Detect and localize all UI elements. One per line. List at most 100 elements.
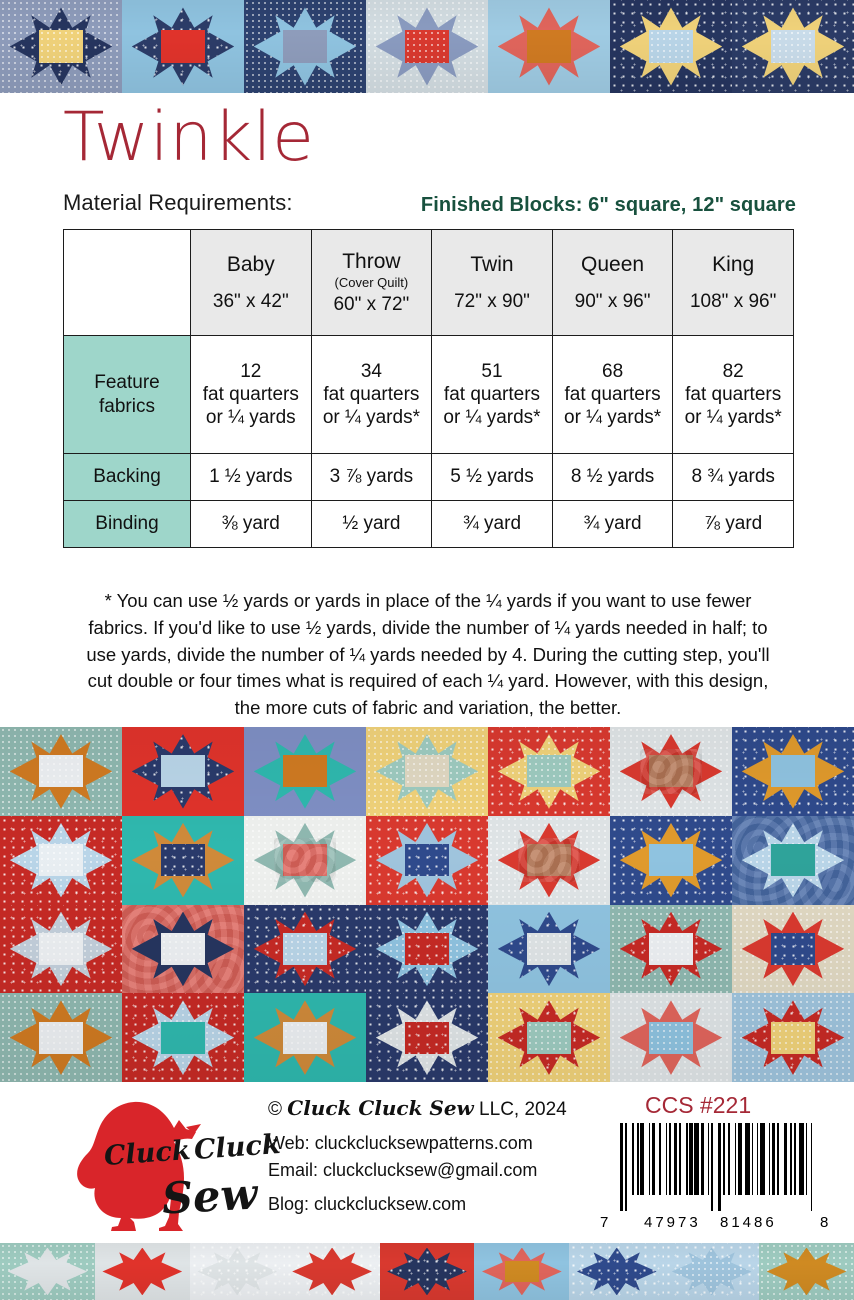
barcode-digit-right: 8 [820,1214,829,1231]
column-dimensions: 60" x 72" [333,294,410,316]
cell-number: 68 [602,360,624,382]
footnote-text: * You can use ½ yards or yards in place … [86,590,770,719]
cell-binding-king: ⅞ yard [672,500,794,548]
cell-backing-throw: 3 ⅞ yards [310,453,433,501]
row-label-line2: fabrics [99,395,155,417]
cell-line3: or ¼ yards* [684,407,782,429]
table-header-row: Baby 36" x 42" Throw (Cover Quilt) 60" x… [63,229,794,336]
copyright-symbol: © [268,1099,288,1120]
cell-line2: fat quarters [202,383,299,405]
quilt-block [732,815,854,905]
column-name: Queen [581,253,645,277]
cell-line3: or ¼ yards* [564,407,662,429]
table-row-binding: Binding ⅜ yard ½ yard ¾ yard ¾ yard ⅞ ya… [63,500,794,548]
quilt-block [244,993,366,1082]
cell-binding-baby: ⅜ yard [190,500,312,548]
footer: Cluck Cluck Sew © Cluck Cluck Sew LLC, 2… [0,1082,854,1243]
copyright-brand: Cluck Cluck Sew [287,1096,474,1120]
quilt-block [732,727,854,816]
quilt-block [610,993,732,1082]
column-dimensions: 72" x 90" [454,290,530,312]
quilt-block [488,815,610,905]
barcode-bars [620,1123,816,1211]
quilt-block [0,727,122,816]
quilt-block [569,1243,665,1300]
main-quilt-photo [0,727,854,1082]
row-label-line1: Feature [94,372,160,394]
blog-line[interactable]: Blog: cluckclucksew.com [268,1194,467,1214]
quilt-block [732,993,854,1082]
cell-line3: or ¼ yards [205,407,296,429]
quilt-block [366,904,488,994]
quilt-block [664,1243,760,1300]
quilt-block [0,815,122,905]
quilt-block [122,815,244,905]
quilt-block [759,1243,854,1300]
cell-feature-queen: 68 fat quarters or ¼ yards* [551,335,674,454]
quilt-block [366,815,488,905]
column-subtitle: (Cover Quilt) [334,275,409,291]
barcode-digit-left: 7 [600,1214,609,1231]
quilt-block [0,1243,95,1300]
cell-line2: fat quarters [323,383,420,405]
quilt-block [366,727,488,816]
quilt-block [488,993,610,1082]
row-label-backing: Backing [63,453,191,501]
column-header-queen: Queen 90" x 96" [551,229,674,336]
ccs-pattern-number: CCS #221 [645,1092,752,1118]
cell-line2: fat quarters [564,383,661,405]
quilt-block [0,993,122,1082]
column-dimensions: 108" x 96" [689,290,777,312]
cell-number: 12 [240,360,262,382]
column-name: Baby [226,253,275,277]
top-quilt-photo-strip [0,0,854,93]
quilt-block [366,993,488,1082]
table-corner-cell [63,229,191,336]
quilt-block [610,815,732,905]
barcode: 7 47973 81486 8 [598,1123,838,1231]
column-header-throw: Throw (Cover Quilt) 60" x 72" [310,229,433,336]
cell-feature-baby: 12 fat quarters or ¼ yards [190,335,312,454]
column-header-twin: Twin 72" x 90" [431,229,553,336]
table-row-backing: Backing 1 ½ yards 3 ⅞ yards 5 ½ yards 8 … [63,453,794,501]
finished-blocks-label: Finished Blocks: 6" square, 12" square [420,194,796,216]
cell-number: 51 [481,360,503,382]
copyright-line: © Cluck Cluck Sew LLC, 2024 [268,1096,567,1121]
bottom-quilt-photo-strip [0,1243,854,1300]
cluck-cluck-sew-logo: Cluck Cluck Sew [66,1094,282,1234]
email-line[interactable]: Email: cluckclucksew@gmail.com [268,1160,538,1180]
quilt-block [284,1243,380,1300]
quilt-block [610,0,732,93]
cell-number: 82 [722,360,744,382]
quilt-block [122,993,244,1082]
cell-backing-queen: 8 ½ yards [551,453,674,501]
quilt-block [610,904,732,994]
column-name: Throw [342,249,401,273]
contact-info: © Cluck Cluck Sew LLC, 2024 Web: cluckcl… [268,1096,567,1218]
cell-feature-throw: 34 fat quarters or ¼ yards* [310,335,433,454]
cell-line3: or ¼ yards* [443,407,541,429]
quilt-block-row [0,1243,854,1300]
quilt-block [0,0,122,93]
quilt-block [488,727,610,816]
cell-feature-twin: 51 fat quarters or ¼ yards* [431,335,553,454]
cell-number: 34 [360,360,382,382]
quilt-block [0,904,122,994]
cell-binding-throw: ½ yard [310,500,433,548]
page-title: Twinkle [63,98,315,177]
web-line[interactable]: Web: cluckclucksewpatterns.com [268,1133,533,1153]
quilt-block [244,0,366,93]
quilt-block [488,904,610,994]
column-header-king: King 108" x 96" [672,229,794,336]
cell-feature-king: 82 fat quarters or ¼ yards* [672,335,794,454]
column-dimensions: 36" x 42" [212,290,289,312]
row-label-binding: Binding [63,500,191,548]
column-header-baby: Baby 36" x 42" [190,229,312,336]
quilt-block-row [0,0,854,93]
quilt-block [379,1243,475,1300]
cell-line3: or ¼ yards* [322,407,420,429]
material-requirements-label: Material Requirements: [63,190,293,215]
cell-binding-twin: ¾ yard [431,500,553,548]
cell-line2: fat quarters [443,383,541,405]
cell-line2: fat quarters [685,383,782,405]
